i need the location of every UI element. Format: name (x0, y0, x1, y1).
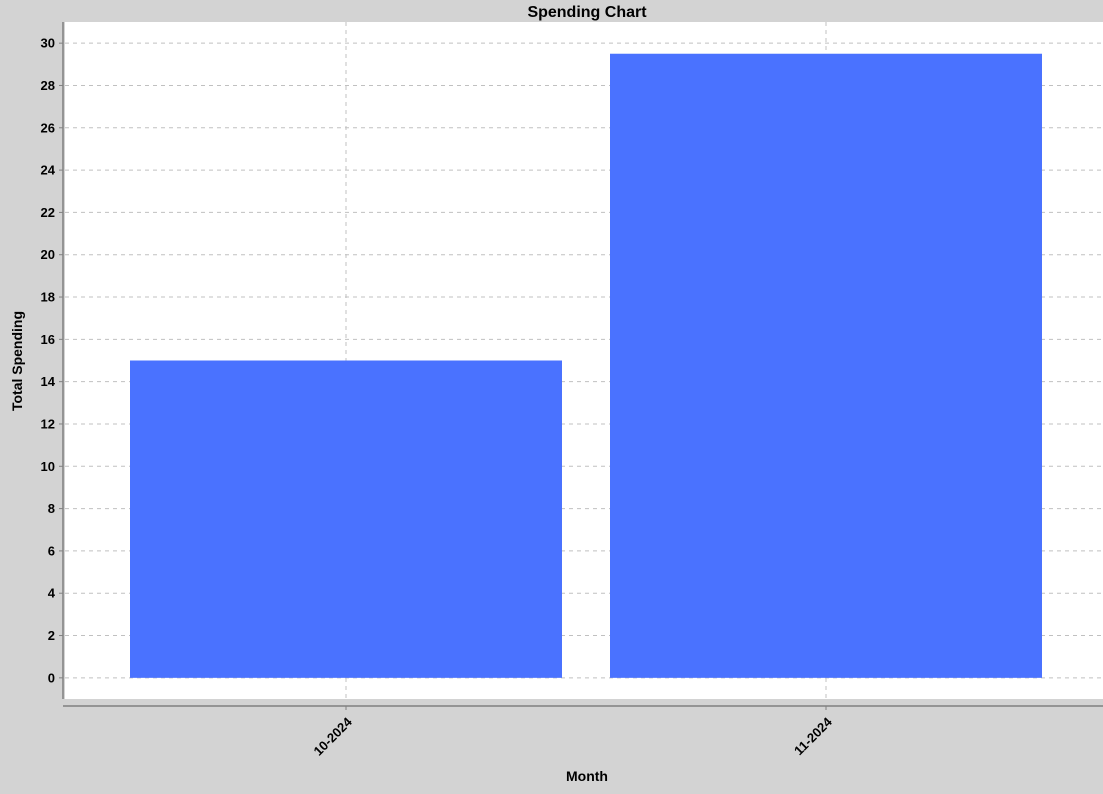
y-tick-label: 28 (41, 78, 55, 93)
y-axis-label: Total Spending (9, 311, 25, 411)
y-tick-label: 18 (41, 290, 55, 305)
x-tick-label: 10-2024 (311, 714, 356, 759)
y-tick-label: 30 (41, 36, 55, 51)
y-tick-label: 10 (41, 459, 55, 474)
bars (130, 53, 1042, 678)
x-tick-label: 11-2024 (791, 714, 835, 758)
y-tick-label: 22 (41, 205, 55, 220)
y-tick-label: 8 (48, 501, 55, 516)
y-tick-label: 4 (48, 586, 56, 601)
x-ticks: 10-2024 11-2024 (311, 706, 835, 759)
y-tick-label: 26 (41, 120, 55, 135)
y-tick-label: 0 (48, 670, 55, 685)
y-tick-label: 2 (48, 628, 55, 643)
chart-title: Spending Chart (527, 4, 647, 21)
x-axis-label: Month (566, 768, 608, 784)
y-tick-label: 16 (41, 332, 55, 347)
axes (62, 22, 1103, 707)
bar-10-2024 (130, 360, 562, 678)
y-tick-label: 6 (48, 543, 55, 558)
bar-11-2024 (610, 53, 1042, 678)
y-tick-label: 24 (41, 163, 56, 178)
y-tick-label: 20 (41, 247, 55, 262)
y-tick-label: 12 (41, 416, 55, 431)
y-tick-label: 14 (41, 374, 56, 389)
